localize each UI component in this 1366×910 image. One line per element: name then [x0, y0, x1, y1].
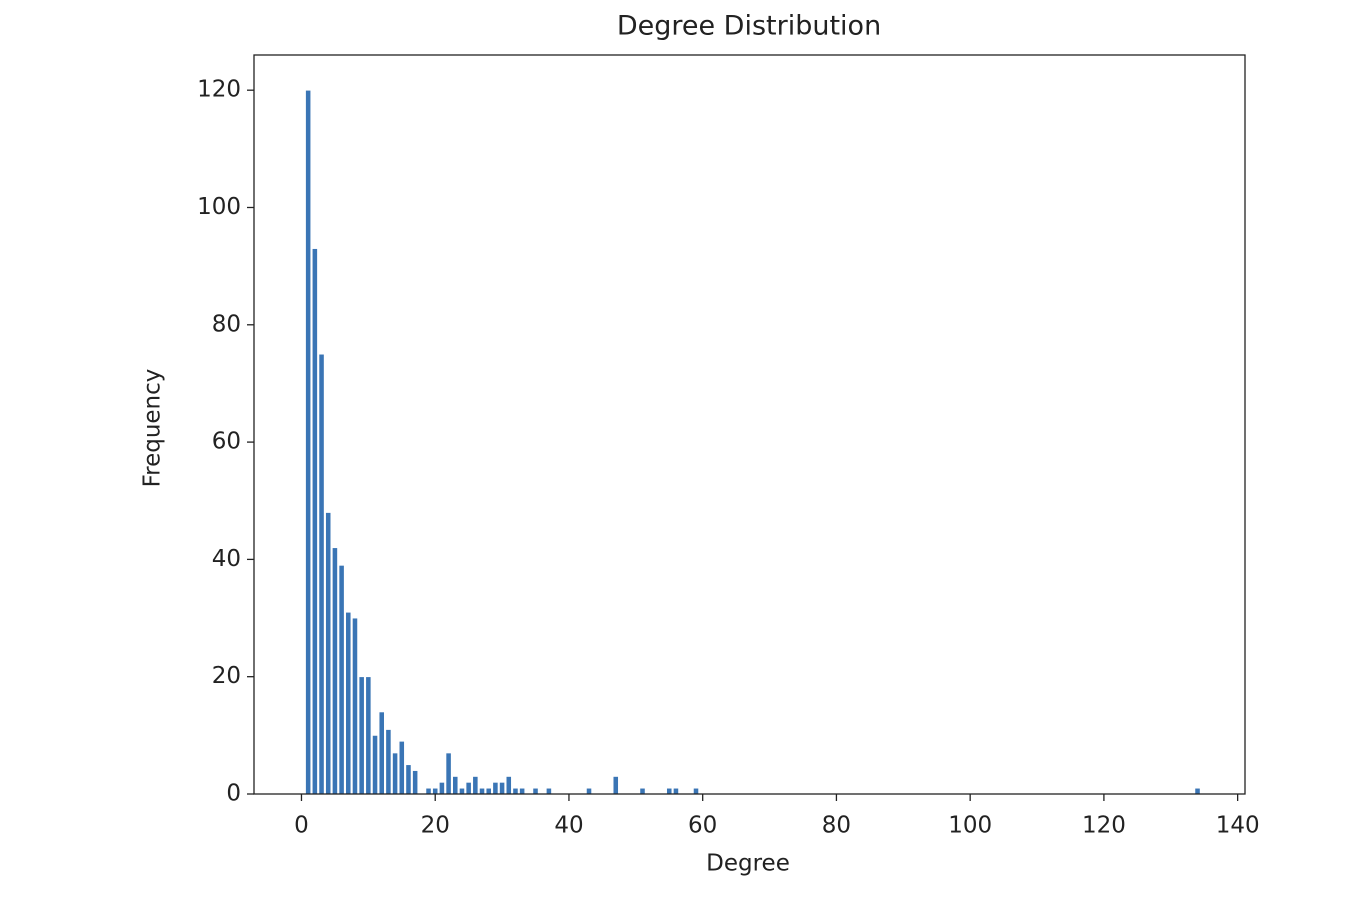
bar: [331, 547, 338, 795]
bar: [405, 764, 412, 795]
bar: [412, 770, 419, 795]
bar: [478, 787, 486, 795]
bar: [499, 781, 506, 795]
x-tick-label: 80: [822, 813, 851, 839]
bar: [465, 781, 472, 795]
x-tick-label: 140: [1216, 813, 1260, 839]
y-tick-label: 120: [197, 77, 241, 103]
bar: [452, 776, 459, 795]
bar: [398, 740, 405, 795]
bar: [351, 617, 359, 795]
y-tick-label: 100: [197, 194, 241, 220]
x-tick-label: 100: [948, 813, 992, 839]
bar: [371, 734, 379, 795]
bar: [345, 611, 352, 795]
bar: [639, 787, 646, 795]
bar: [438, 781, 445, 795]
bar: [365, 676, 372, 795]
bar: [311, 248, 318, 795]
bar: [325, 512, 332, 795]
x-tick-label: 60: [688, 813, 717, 839]
y-tick-label: 0: [226, 781, 241, 807]
bar: [472, 776, 479, 795]
y-tick-label: 60: [212, 429, 241, 455]
bar: [505, 776, 512, 795]
bar: [318, 353, 325, 795]
y-axis-label: Frequency: [140, 369, 166, 488]
bar: [512, 787, 519, 795]
bar: [305, 89, 312, 795]
bar: [485, 787, 492, 795]
x-tick-label: 40: [554, 813, 583, 839]
bar: [519, 787, 526, 795]
bar: [672, 787, 680, 795]
bar: [585, 787, 593, 795]
y-tick-label: 40: [212, 546, 241, 572]
x-tick-label: 20: [421, 813, 450, 839]
bar: [358, 676, 365, 795]
bar: [692, 787, 700, 795]
bar: [378, 711, 385, 795]
bar: [338, 564, 345, 795]
y-tick-label: 80: [212, 311, 241, 337]
chart-title: Degree Distribution: [617, 11, 881, 42]
x-tick-label: 120: [1082, 813, 1126, 839]
bar: [612, 776, 619, 795]
x-tick-label: 0: [294, 813, 309, 839]
bar: [385, 729, 392, 795]
bar: [532, 787, 539, 795]
bar: [492, 781, 499, 795]
bar: [432, 787, 439, 795]
bar: [458, 787, 466, 795]
bar: [425, 787, 432, 795]
bar: [445, 752, 452, 795]
bar: [545, 787, 552, 795]
bar: [392, 752, 399, 795]
bar: [1194, 787, 1201, 795]
x-axis-label: Degree: [706, 851, 790, 877]
plot-frame: [253, 54, 1246, 795]
bar: [666, 787, 673, 795]
y-tick-label: 20: [212, 663, 241, 689]
